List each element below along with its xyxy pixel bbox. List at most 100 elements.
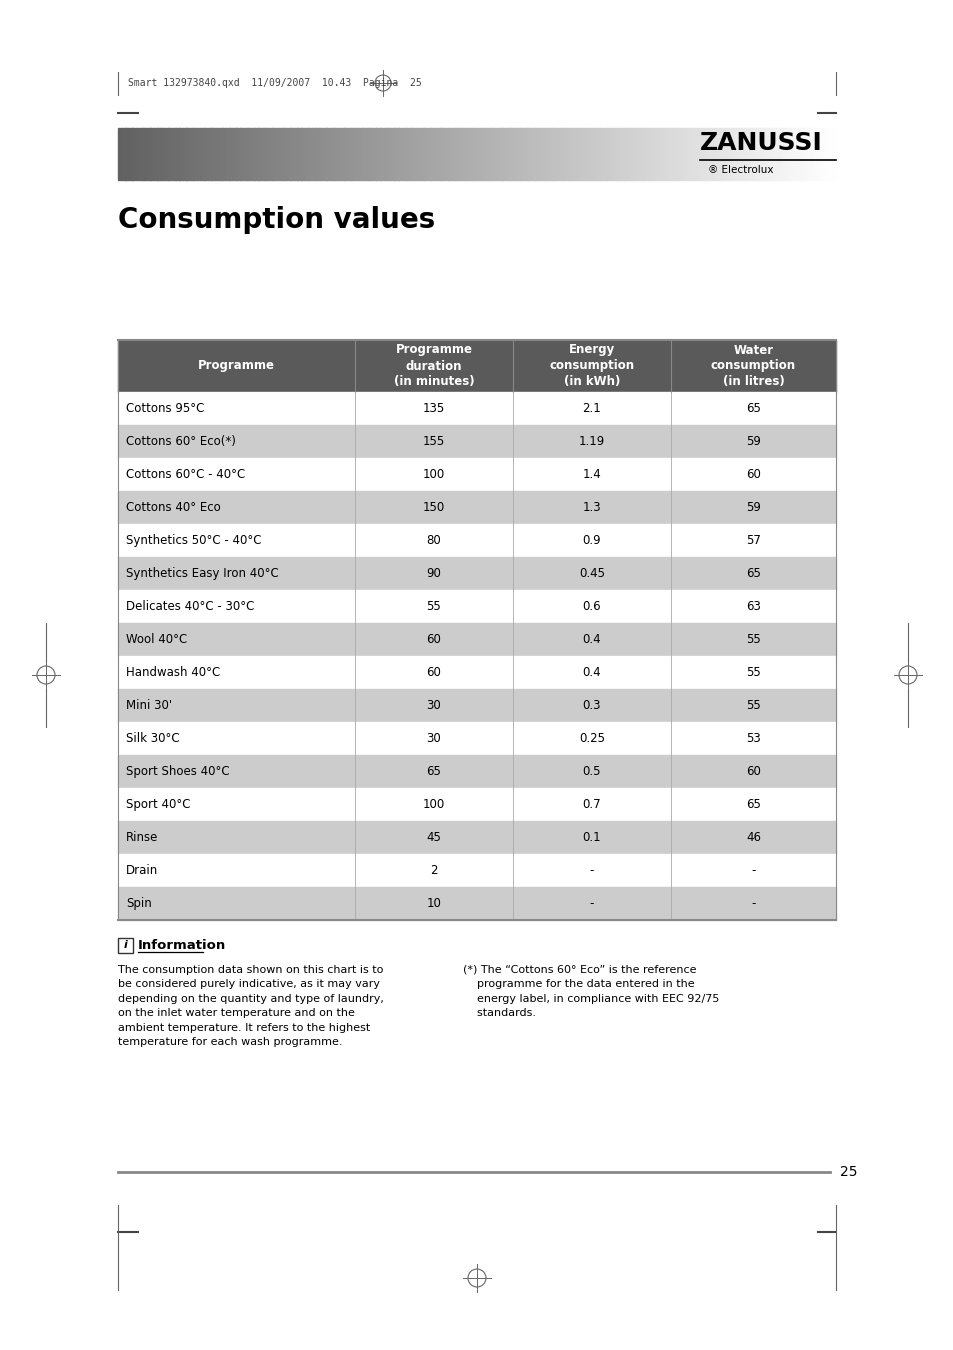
Bar	[247, 128, 251, 180]
Bar	[312, 128, 315, 180]
Bar	[670, 128, 674, 180]
Bar	[678, 128, 681, 180]
Text: Cottons 40° Eco: Cottons 40° Eco	[126, 501, 220, 514]
Text: 0.25: 0.25	[578, 732, 604, 745]
Bar	[179, 128, 183, 180]
Bar	[214, 128, 219, 180]
Bar	[814, 128, 818, 180]
Bar	[544, 128, 549, 180]
Bar	[495, 128, 498, 180]
Text: 60: 60	[426, 666, 441, 679]
Bar	[200, 128, 205, 180]
Bar	[641, 128, 645, 180]
Bar	[175, 128, 179, 180]
Text: 80: 80	[426, 535, 441, 547]
Bar	[391, 128, 395, 180]
Bar	[537, 128, 541, 180]
Bar	[204, 128, 208, 180]
Bar	[118, 887, 835, 919]
Bar	[397, 128, 401, 180]
Bar	[358, 128, 362, 180]
Text: 30: 30	[426, 699, 441, 711]
Bar	[383, 128, 387, 180]
Bar	[523, 128, 527, 180]
Bar	[297, 128, 301, 180]
Bar	[118, 590, 835, 622]
Bar	[448, 128, 452, 180]
Bar	[631, 128, 635, 180]
Bar	[638, 128, 642, 180]
Bar	[118, 524, 835, 558]
Bar	[591, 128, 596, 180]
Bar	[605, 128, 610, 180]
Text: ZANUSSI: ZANUSSI	[700, 131, 821, 154]
Bar	[118, 755, 835, 788]
Bar	[365, 128, 370, 180]
Bar	[452, 128, 456, 180]
Text: Wool 40°C: Wool 40°C	[126, 633, 187, 647]
Bar	[810, 128, 814, 180]
Text: Synthetics 50°C - 40°C: Synthetics 50°C - 40°C	[126, 535, 261, 547]
Bar	[301, 128, 305, 180]
Text: Cottons 60°C - 40°C: Cottons 60°C - 40°C	[126, 468, 245, 481]
Bar	[233, 128, 236, 180]
Bar	[656, 128, 659, 180]
Bar	[516, 128, 520, 180]
Bar	[562, 128, 567, 180]
Text: 59: 59	[745, 435, 760, 448]
Bar	[330, 128, 334, 180]
Text: Consumption values: Consumption values	[118, 207, 435, 234]
Text: 63: 63	[745, 599, 760, 613]
Text: ® Electrolux: ® Electrolux	[707, 165, 773, 174]
Bar	[702, 128, 706, 180]
Bar	[340, 128, 344, 180]
Bar	[753, 128, 757, 180]
Bar	[556, 128, 559, 180]
Text: 0.9: 0.9	[582, 535, 600, 547]
Bar	[505, 128, 509, 180]
Text: Cottons 60° Eco(*): Cottons 60° Eco(*)	[126, 435, 235, 448]
Text: 60: 60	[426, 633, 441, 647]
Bar	[129, 128, 132, 180]
Text: 55: 55	[426, 599, 441, 613]
Bar	[480, 128, 484, 180]
Text: 155: 155	[422, 435, 445, 448]
Bar	[501, 128, 506, 180]
Bar	[513, 128, 517, 180]
Bar	[251, 128, 254, 180]
Bar	[161, 128, 165, 180]
Bar	[749, 128, 753, 180]
Bar	[552, 128, 556, 180]
Bar	[774, 128, 779, 180]
Bar	[785, 128, 789, 180]
Text: 65: 65	[745, 798, 760, 811]
Bar	[118, 558, 835, 590]
Bar	[304, 128, 309, 180]
Text: 59: 59	[745, 501, 760, 514]
Bar	[739, 128, 742, 180]
Bar	[118, 821, 835, 855]
Bar	[118, 788, 835, 821]
Bar	[817, 128, 821, 180]
Bar	[362, 128, 366, 180]
Bar	[118, 425, 835, 458]
Text: 135: 135	[422, 402, 445, 414]
Bar	[172, 128, 175, 180]
Bar	[387, 128, 391, 180]
Text: 65: 65	[426, 765, 441, 778]
Bar	[279, 128, 283, 180]
Bar	[684, 128, 689, 180]
Bar	[609, 128, 614, 180]
Bar	[620, 128, 624, 180]
Bar	[269, 128, 273, 180]
Text: 0.5: 0.5	[582, 765, 600, 778]
Bar	[566, 128, 570, 180]
Text: -: -	[589, 864, 594, 878]
Bar	[598, 128, 602, 180]
Text: 25: 25	[840, 1165, 857, 1179]
Bar	[760, 128, 764, 180]
Bar	[153, 128, 158, 180]
Text: Water
consumption
(in litres): Water consumption (in litres)	[710, 343, 795, 389]
Bar	[806, 128, 810, 180]
Bar	[165, 128, 169, 180]
